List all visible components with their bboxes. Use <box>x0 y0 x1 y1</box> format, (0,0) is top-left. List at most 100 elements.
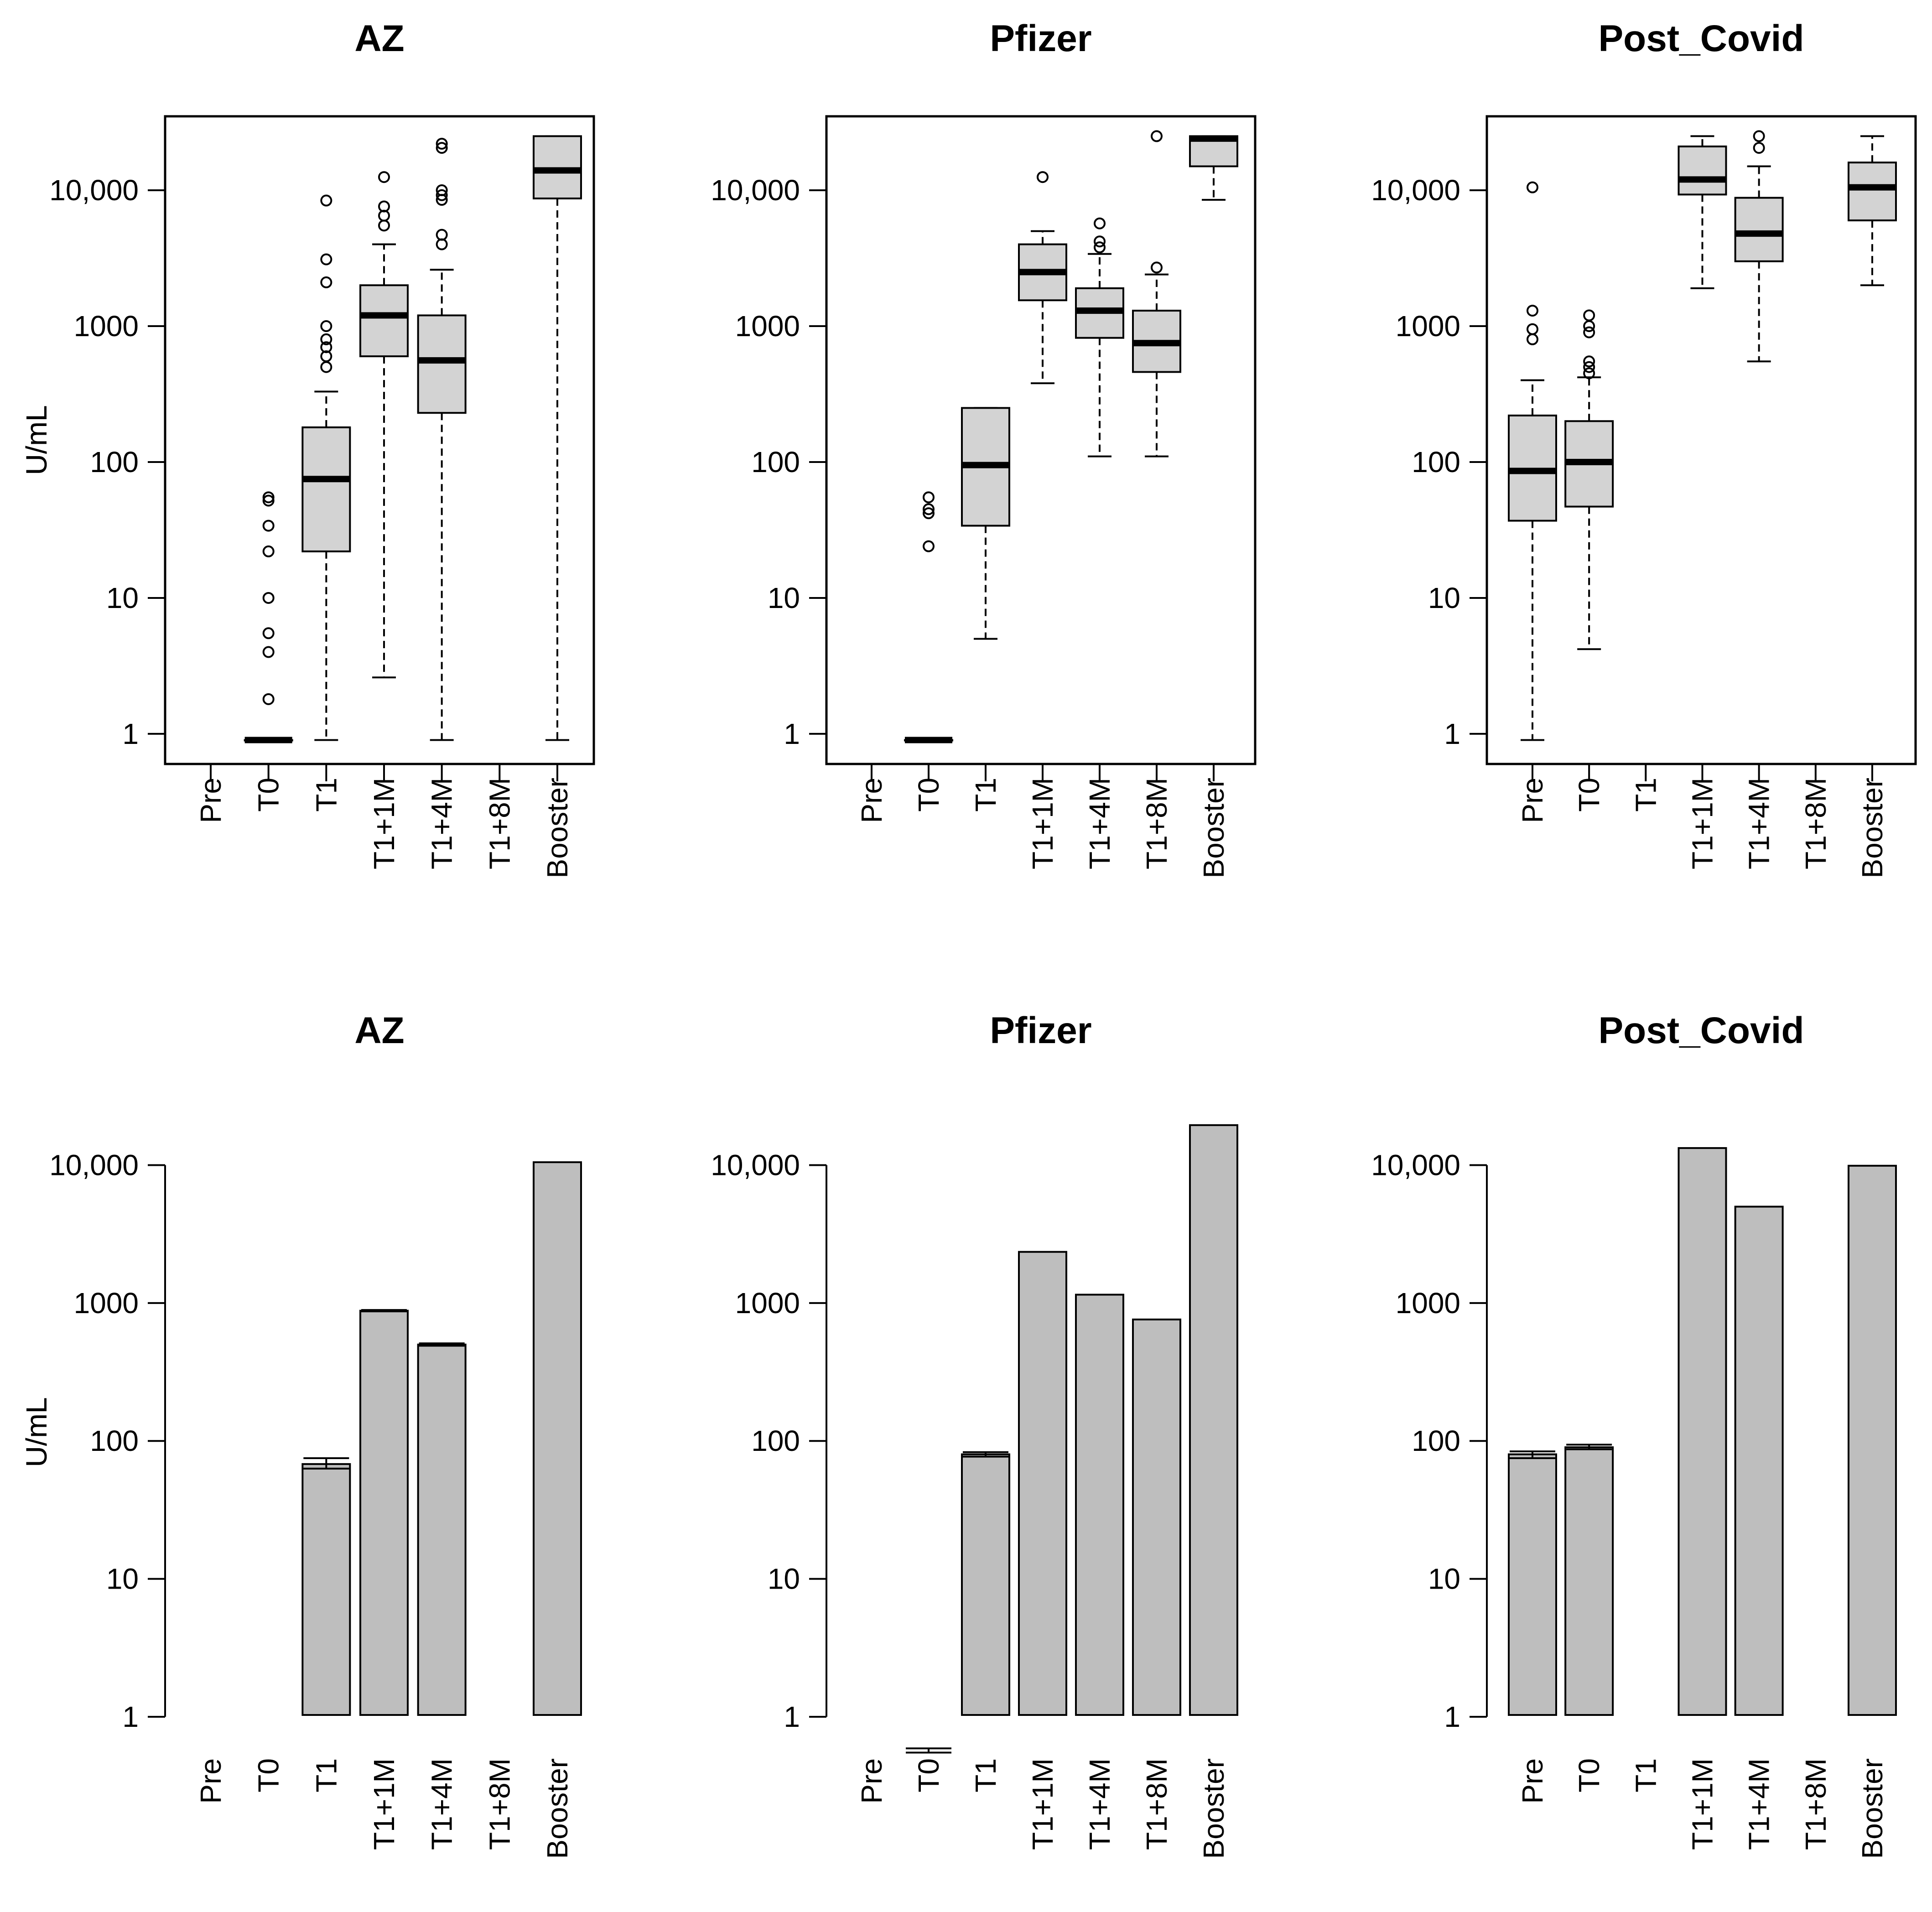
outlier-point <box>1583 320 1595 333</box>
bar-t1-plus-1m <box>1678 1147 1727 1716</box>
x-tick-label: Booster <box>541 778 574 878</box>
x-tick-label: T0 <box>252 1758 285 1792</box>
x-tick-label: Booster <box>541 1758 574 1859</box>
outlier-point <box>378 219 390 232</box>
outlier-point <box>1583 326 1595 338</box>
box-booster <box>1189 135 1238 201</box>
y-axis-label: U/mL <box>20 405 53 475</box>
y-tick-label: 1 <box>1444 1700 1460 1733</box>
x-tick-label: Pre <box>1516 778 1549 823</box>
panel-bar-post-covid: Post_Covid U/mL 1 10 100 1000 10,000 Pre T0 T1 T1+… <box>20 1010 1897 1859</box>
y-tick-label: 1000 <box>74 1287 139 1320</box>
outlier-point <box>1753 130 1765 142</box>
y-tick-label: 100 <box>1412 446 1460 478</box>
x-tick-label: T1+1M <box>1026 1758 1059 1850</box>
outlier-point <box>923 507 935 520</box>
outlier-point <box>1583 361 1595 373</box>
outlier-point <box>378 200 390 213</box>
outlier-point <box>320 333 332 345</box>
y-tick-label: 1 <box>1444 717 1460 750</box>
iqr-box <box>1678 145 1727 196</box>
outlier-point <box>320 320 332 333</box>
box-t1 <box>301 194 351 741</box>
y-tick-label: 10,000 <box>49 1149 139 1182</box>
x-tick-label: T1 <box>1629 778 1662 812</box>
outlier-point <box>1527 323 1538 335</box>
outlier-point <box>436 238 448 250</box>
y-tick-label: 1 <box>784 1700 800 1733</box>
box-t1-plus-8m <box>1132 130 1181 457</box>
x-tick-label: Pre <box>1516 1758 1549 1804</box>
y-tick-label: 10,000 <box>1371 1149 1460 1182</box>
y-tick-label: 1 <box>122 717 139 750</box>
outlier-point <box>262 545 275 557</box>
box-t0 <box>904 491 953 743</box>
x-tick-label: T1+1M <box>1686 778 1719 869</box>
x-tick-label: T1+8M <box>1140 778 1173 869</box>
panel-title: Post_Covid <box>1598 18 1804 59</box>
box-t1-plus-1m <box>1678 135 1727 289</box>
outlier-point <box>1151 130 1163 142</box>
box-t0 <box>1564 309 1614 650</box>
y-axis-label: U/mL <box>20 405 53 475</box>
panel-box-az: AZ U/mL 1 10 100 1000 10,000 Pre T0 T1 T1+1M T1+4M T… <box>20 18 595 878</box>
iqr-box <box>1734 197 1784 262</box>
x-tick-label: T1+8M <box>1799 1758 1832 1850</box>
x-tick-label: T1+1M <box>1686 1758 1719 1850</box>
outlier-point <box>436 142 448 154</box>
y-tick-label: 100 <box>90 446 139 478</box>
outlier-point <box>262 627 275 639</box>
outlier-point <box>320 253 332 265</box>
outlier-point <box>320 341 332 353</box>
bar-t1-plus-8m <box>1132 1318 1181 1716</box>
x-tick-label: T1 <box>1629 1758 1662 1792</box>
y-axis-label: U/mL <box>20 405 53 475</box>
x-tick-label: T1+4M <box>1083 1758 1116 1850</box>
y-tick-label: 10 <box>768 582 800 614</box>
bar-booster <box>1848 1164 1897 1716</box>
x-tick-label: T1+8M <box>1140 1758 1173 1850</box>
x-tick-label: T1+4M <box>1743 778 1776 869</box>
y-tick-label: 100 <box>1412 1424 1460 1457</box>
x-tick-label: T0 <box>912 778 945 812</box>
outlier-point <box>320 276 332 289</box>
box-t1-plus-4m <box>1075 217 1124 457</box>
x-tick-label: Booster <box>1197 1758 1230 1859</box>
outlier-point <box>320 361 332 373</box>
outlier-point <box>262 592 275 604</box>
box-t1 <box>961 407 1010 640</box>
outlier-point <box>262 693 275 705</box>
iqr-box <box>1848 161 1897 222</box>
panel-title: Pfizer <box>990 18 1091 59</box>
outlier-point <box>1583 367 1595 379</box>
bar-booster <box>533 1161 582 1716</box>
outlier-point <box>320 194 332 207</box>
panel-title: Pfizer <box>990 1010 1091 1051</box>
y-tick-label: 100 <box>751 446 800 478</box>
bar-t1 <box>961 1453 1010 1716</box>
y-tick-label: 10 <box>1428 1563 1460 1595</box>
outlier-point <box>262 646 275 658</box>
box-t0 <box>244 491 293 743</box>
bar-t1-plus-4m <box>1734 1205 1784 1716</box>
y-tick-label: 100 <box>751 1424 800 1457</box>
bar-t0 <box>1564 1446 1614 1716</box>
outlier-point <box>1527 181 1538 193</box>
x-tick-label: Booster <box>1856 1758 1889 1859</box>
iqr-box <box>417 314 467 414</box>
y-tick-label: 100 <box>90 1424 139 1457</box>
x-tick-label: Pre <box>194 778 227 823</box>
x-tick-label: T1 <box>969 778 1002 812</box>
panel-title: Post_Covid <box>1598 1010 1804 1051</box>
iqr-box <box>301 426 351 552</box>
panel-title: AZ <box>354 1010 404 1051</box>
box-t1-plus-1m <box>359 171 409 679</box>
outlier-point <box>1151 261 1163 274</box>
x-tick-label: T1 <box>310 778 343 812</box>
x-tick-label: T1+1M <box>368 778 400 869</box>
panel-bar-pfizer: Pfizer U/mL 1 10 100 1000 10,000 Pre T0 T1 T1+1M T1… <box>20 1010 1238 1859</box>
bar-t1-plus-4m <box>1075 1294 1124 1716</box>
panel-title: AZ <box>354 18 404 59</box>
outlier-point <box>320 350 332 363</box>
outlier-point <box>923 491 935 504</box>
